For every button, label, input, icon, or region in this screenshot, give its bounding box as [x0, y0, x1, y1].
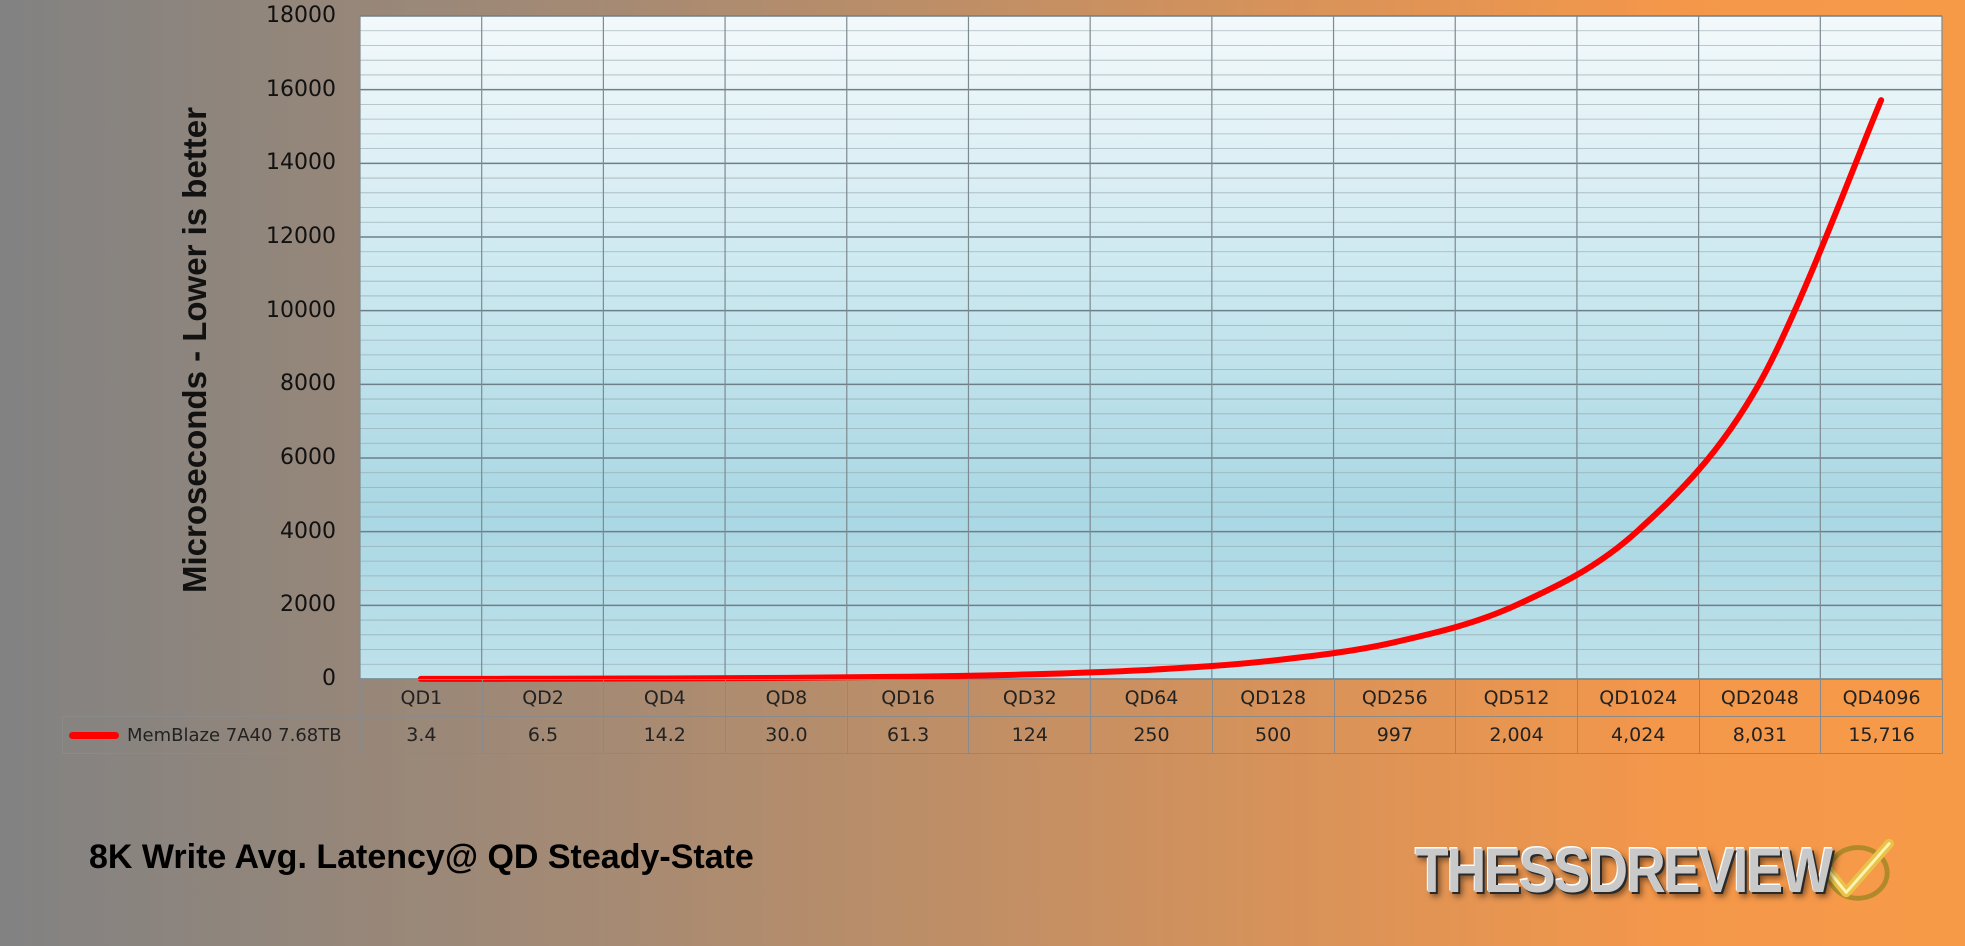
x-tick-label: QD4096	[1820, 679, 1943, 717]
x-tick-label: QD1024	[1576, 679, 1700, 717]
x-tick-label: QD16	[846, 679, 970, 717]
y-tick-label: 12000	[266, 224, 336, 249]
y-tick-label: 18000	[266, 3, 336, 28]
data-label: 124	[968, 716, 1092, 754]
x-tick-label: QD64	[1090, 679, 1213, 717]
x-tick-label: QD1	[360, 679, 483, 717]
y-axis-label-wrap: Microseconds - Lower is better	[80, 40, 310, 660]
y-tick-label: 14000	[266, 150, 336, 176]
y-axis-label: Microseconds - Lower is better	[176, 107, 214, 593]
data-label: 2,004	[1455, 716, 1578, 754]
legend-swatch	[69, 732, 119, 739]
value-row: MemBlaze 7A40 7.68TB 3.4 6.5 14.2 30.0 61.3 12…	[62, 716, 1943, 754]
x-tick-label: QD32	[968, 679, 1092, 717]
x-tick-label: QD2	[481, 679, 605, 717]
data-label: 8,031	[1698, 716, 1822, 754]
data-label: 4,024	[1576, 716, 1700, 754]
x-tick-label: QD8	[725, 679, 848, 717]
data-label: 997	[1333, 716, 1457, 754]
legend-label: MemBlaze 7A40 7.68TB	[127, 725, 342, 746]
category-row: QD1 QD2 QD4 QD8 QD16 QD32 QD64 QD128 QD256 QD512 Q…	[62, 679, 1943, 717]
y-tick-label: 6000	[280, 445, 336, 470]
data-label: 61.3	[846, 716, 970, 754]
x-tick-label: QD128	[1211, 679, 1335, 717]
x-tick-label: QD4	[603, 679, 727, 717]
y-tick-label: 16000	[266, 76, 336, 102]
legend-entry: MemBlaze 7A40 7.68TB	[62, 716, 361, 754]
data-label: 6.5	[481, 716, 605, 754]
data-label: 14.2	[603, 716, 727, 754]
y-tick-label: 10000	[266, 297, 336, 323]
x-tick-label: QD2048	[1698, 679, 1822, 717]
data-label: 15,716	[1820, 716, 1943, 754]
data-label: 30.0	[725, 716, 848, 754]
x-tick-label: QD512	[1455, 679, 1578, 717]
series-line	[417, 97, 1885, 682]
data-label: 250	[1090, 716, 1213, 754]
data-label: 500	[1211, 716, 1335, 754]
x-tick-label: QD256	[1333, 679, 1457, 717]
logo-wordmark: THESSDREVIEW	[1415, 834, 1833, 906]
plot-area	[360, 16, 1942, 679]
y-tick-label: 2000	[280, 592, 336, 618]
table-corner	[62, 679, 361, 717]
data-label: 3.4	[360, 716, 483, 754]
y-tick-label: 8000	[280, 371, 336, 397]
data-table: QD1 QD2 QD4 QD8 QD16 QD32 QD64 QD128 QD256 QD512 Q…	[62, 679, 1943, 754]
checkmark-icon	[1823, 838, 1895, 901]
site-logo: THESSDREVIEW	[1415, 822, 1895, 918]
y-tick-label: 4000	[280, 518, 336, 544]
chart-title: 8K Write Avg. Latency@ QD Steady-State	[89, 838, 754, 876]
